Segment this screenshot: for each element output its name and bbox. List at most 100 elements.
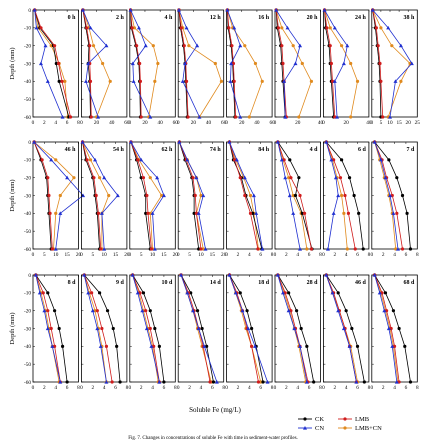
data-point-lmb — [234, 115, 238, 119]
data-point-ck — [195, 309, 200, 313]
series-line-cn — [325, 274, 357, 383]
data-point-ck — [98, 291, 102, 295]
data-point-lmb-cn — [91, 44, 96, 48]
data-point-cn — [251, 193, 256, 198]
data-point-cn — [183, 61, 188, 66]
data-point-cn — [409, 61, 414, 66]
data-point-lmb — [96, 211, 101, 215]
x-tick-label: 0 — [322, 252, 325, 258]
data-point-cn — [32, 140, 37, 144]
legend-marker — [343, 426, 347, 430]
panel-8d: 0 2 4 6 8 8 d — [32, 273, 80, 391]
panel-46h: 0 5 10 15 20 46 h — [32, 140, 86, 258]
x-tick-label: 4 — [248, 252, 251, 258]
x-tick-label: 60 — [221, 120, 227, 126]
series-line-lmb — [226, 9, 237, 118]
y-tick-label: -20 — [24, 175, 31, 181]
data-point-cn — [161, 193, 166, 198]
data-point-cn — [155, 175, 160, 180]
x-tick-label: 8 — [319, 252, 322, 258]
x-tick-label: 20 — [239, 120, 245, 126]
series-line-ck — [374, 141, 411, 250]
data-point-cn — [388, 115, 392, 119]
data-point-ck — [144, 211, 148, 215]
panel-label: 62 h — [161, 147, 173, 153]
data-point-cn — [333, 175, 338, 180]
x-tick-label: 0 — [80, 385, 83, 391]
series-line-cn — [374, 141, 399, 250]
data-point-cn — [383, 175, 388, 180]
data-point-cn — [197, 115, 202, 119]
data-point-lmb — [139, 115, 143, 119]
panel-label: 4 d — [310, 147, 319, 153]
data-point-ck — [403, 344, 407, 348]
data-point-lmb — [89, 115, 93, 119]
data-point-ck — [153, 326, 157, 331]
x-tick-label: 60 — [124, 120, 130, 126]
data-point-cn — [139, 157, 144, 162]
panel-68d: 0 2 4 6 8 68 d — [370, 273, 419, 391]
series-line-cn — [372, 9, 413, 118]
series-line-ck — [325, 274, 365, 383]
series-line-lmb-cn — [82, 9, 111, 118]
data-point-lmb — [104, 344, 109, 348]
legend-marker — [303, 426, 307, 430]
data-point-lmb — [395, 211, 399, 215]
data-point-ck — [305, 344, 309, 348]
series-line-cn — [82, 141, 119, 250]
data-point-cn — [115, 193, 120, 198]
data-point-cn — [58, 211, 63, 215]
x-tick-label: 2 — [237, 252, 240, 258]
data-point-lmb — [381, 115, 385, 119]
y-axis-title: Depth (mm) — [9, 48, 16, 80]
data-point-lmb — [41, 291, 45, 295]
x-tick-label: 0 — [32, 252, 35, 258]
legend-label: LMB+CN — [355, 425, 382, 432]
data-point-lmb — [88, 79, 93, 83]
data-point-cn — [341, 326, 346, 331]
data-point-cn — [332, 79, 337, 83]
panel-label: 84 h — [258, 147, 270, 153]
series-line-lmb — [229, 274, 259, 383]
series-line-ck — [325, 141, 364, 250]
data-point-cn — [298, 43, 303, 48]
legend-label: CN — [315, 425, 324, 432]
data-point-cn — [275, 140, 280, 144]
series-line-lmb — [82, 141, 102, 250]
panel-4d: 0 2 4 6 8 4 d — [274, 140, 322, 258]
data-point-cn — [322, 8, 327, 12]
data-point-lmb — [309, 247, 313, 251]
x-tick-label: 40 — [109, 120, 115, 126]
legend-item-lmb: LMB — [338, 416, 370, 423]
data-point-ck — [340, 158, 344, 162]
data-point-lmb — [191, 176, 195, 180]
data-point-lmb — [193, 193, 197, 198]
data-point-lmb-cn — [88, 158, 93, 162]
data-point-ck — [57, 79, 61, 83]
panel-label: 46 d — [355, 280, 367, 286]
data-point-ck — [297, 176, 301, 180]
x-tick-label: 0 — [80, 120, 83, 126]
x-tick-label: 2 — [43, 120, 46, 126]
series-line-lmb-cn — [374, 141, 397, 250]
data-point-lmb — [232, 79, 236, 83]
data-point-ck — [189, 291, 193, 295]
data-point-cn — [176, 8, 181, 12]
x-tick-label: 25 — [415, 120, 421, 126]
series-line-ck — [277, 274, 315, 383]
legend-item-ck: CK — [298, 416, 324, 423]
data-point-ck — [347, 176, 352, 180]
x-tick-label: 20 — [295, 120, 301, 126]
data-point-lmb-cn — [49, 44, 53, 48]
data-point-lmb — [94, 193, 98, 198]
data-point-lmb — [92, 176, 96, 180]
x-tick-label: 4 — [248, 385, 251, 391]
data-point-cn — [203, 247, 208, 251]
data-point-ck — [357, 211, 361, 215]
x-tick-label: 6 — [163, 385, 166, 391]
panel-14d: 0 2 4 6 8 14 d — [177, 273, 225, 391]
series-line-cn — [275, 9, 301, 118]
data-point-ck — [250, 326, 254, 331]
